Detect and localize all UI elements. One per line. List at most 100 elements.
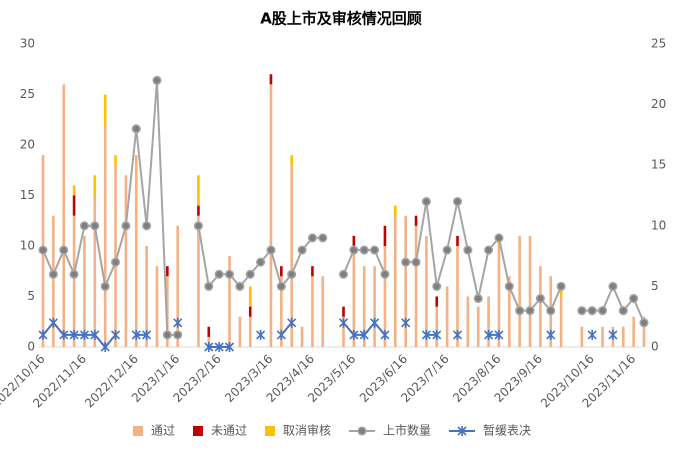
bar-segment xyxy=(466,296,470,347)
bar-segment xyxy=(62,84,66,348)
point-marker xyxy=(370,317,380,328)
bar-segment xyxy=(487,296,490,347)
point-marker xyxy=(204,342,214,352)
bar-segment xyxy=(456,246,459,347)
bar-segment xyxy=(103,124,107,347)
point-marker xyxy=(401,317,411,328)
point-marker xyxy=(587,306,597,316)
legend-swatch xyxy=(193,426,203,436)
point-marker xyxy=(142,329,152,340)
bar-segment xyxy=(435,306,439,347)
point-marker xyxy=(266,245,276,255)
line xyxy=(43,323,613,347)
point-marker xyxy=(546,306,556,316)
point-marker xyxy=(131,329,141,340)
bar-segment xyxy=(642,316,646,347)
point-marker xyxy=(152,75,162,85)
y-tick-label: 10 xyxy=(20,239,35,253)
legend-label: 上市数量 xyxy=(383,423,431,438)
point-marker xyxy=(463,245,473,255)
bar-segment xyxy=(476,306,480,347)
y-tick-label: 30 xyxy=(20,37,35,51)
point-marker xyxy=(577,306,587,316)
point-marker xyxy=(121,221,131,231)
point-marker xyxy=(525,306,535,316)
point-marker xyxy=(380,269,390,279)
y-tick-label: 0 xyxy=(27,340,35,354)
bar-segment xyxy=(83,235,86,347)
bar-segment xyxy=(269,84,273,348)
bar-segment xyxy=(72,195,76,216)
point-marker xyxy=(421,197,431,207)
bar-segment xyxy=(114,165,117,347)
point-marker xyxy=(432,281,442,291)
y2-tick-label: 15 xyxy=(651,158,666,172)
bar-segment xyxy=(145,246,148,347)
bar-segment xyxy=(321,276,325,347)
point-marker xyxy=(48,317,58,328)
y2-tick-label: 5 xyxy=(651,279,659,293)
point-marker xyxy=(484,329,494,340)
bar-segment xyxy=(518,235,521,347)
bar-segment xyxy=(507,276,511,347)
bar-segment xyxy=(93,175,97,196)
bar-segment xyxy=(124,175,128,347)
y-tick-label: 25 xyxy=(20,87,35,101)
bar-segment xyxy=(580,326,584,347)
point-marker xyxy=(421,329,431,340)
point-marker xyxy=(608,329,618,340)
bar-segment xyxy=(394,215,397,347)
bar-segment xyxy=(456,235,459,246)
point-marker xyxy=(162,330,172,340)
point-marker xyxy=(629,293,639,304)
point-marker xyxy=(349,245,359,255)
bar-segment xyxy=(134,155,138,347)
point-marker xyxy=(110,257,121,267)
bar-segment xyxy=(311,276,314,347)
point-marker xyxy=(69,329,79,340)
legend-marker xyxy=(357,426,367,436)
point-marker xyxy=(359,329,369,340)
bar-segment xyxy=(383,225,387,246)
bar-segment xyxy=(280,276,283,347)
bar-segment xyxy=(404,215,407,347)
point-marker xyxy=(131,124,141,134)
point-marker xyxy=(484,245,494,255)
point-marker xyxy=(287,317,297,328)
bar-segment xyxy=(445,286,449,347)
y2-tick-label: 20 xyxy=(651,97,666,111)
bar-segment xyxy=(311,266,314,277)
point-marker xyxy=(411,257,421,267)
point-marker xyxy=(173,330,183,340)
bar-segment xyxy=(197,205,200,216)
bar-segment xyxy=(72,215,76,347)
point-marker xyxy=(276,281,286,291)
bar-segment xyxy=(497,246,501,347)
bar-segment xyxy=(290,155,293,166)
bar-segment xyxy=(352,246,356,347)
bar-segment xyxy=(539,266,542,347)
bar-segment xyxy=(155,266,159,347)
point-marker xyxy=(359,245,369,255)
point-marker xyxy=(556,281,566,291)
point-marker xyxy=(224,342,235,352)
point-marker xyxy=(256,257,266,267)
point-marker xyxy=(287,269,297,279)
point-marker xyxy=(515,306,525,316)
point-marker xyxy=(587,329,597,340)
y2-tick-label: 25 xyxy=(651,37,666,51)
bar-segment xyxy=(300,326,304,347)
point-marker xyxy=(38,329,48,340)
bar-segment xyxy=(52,215,55,347)
point-marker xyxy=(245,269,255,279)
bar-segment xyxy=(394,205,397,216)
point-marker xyxy=(504,281,514,291)
bar-segment xyxy=(93,195,97,347)
point-marker xyxy=(297,245,307,255)
bar-segment xyxy=(207,336,211,347)
point-marker xyxy=(276,329,286,340)
point-marker xyxy=(452,197,463,207)
bar-segment xyxy=(414,215,418,226)
point-marker xyxy=(401,257,411,267)
bar-segment xyxy=(559,286,563,297)
